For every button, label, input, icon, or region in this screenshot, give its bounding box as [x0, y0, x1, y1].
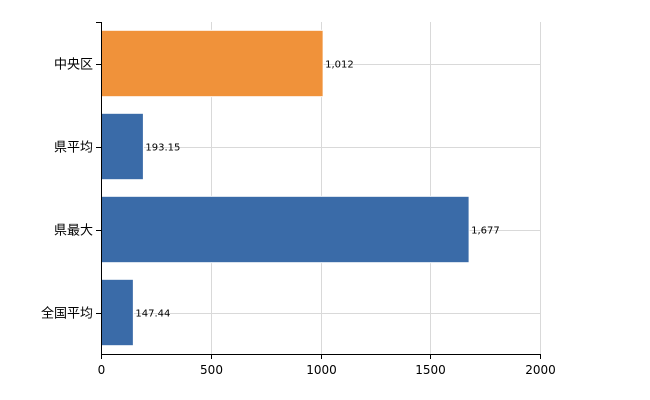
bar [100, 195, 470, 264]
bar [100, 29, 324, 98]
x-tick-label: 2000 [525, 363, 556, 377]
x-tick-label: 1000 [306, 363, 337, 377]
data-label: 193.15 [145, 143, 180, 154]
label-layer: 0 500 1000 1500 2000 中央区 1,012 県平均 193.15 県最大 1,67… [41, 58, 556, 378]
category-label: 県平均 [54, 141, 93, 156]
x-tick-label: 0 [98, 363, 106, 377]
bar-layer [100, 29, 470, 347]
data-label: 1,677 [471, 226, 500, 237]
data-label: 147.44 [135, 309, 170, 320]
bar [100, 112, 144, 181]
bar [100, 278, 134, 347]
x-tick-label: 500 [200, 363, 223, 377]
category-label: 全国平均 [41, 306, 93, 322]
axis-layer [96, 22, 541, 359]
category-label: 県最大 [54, 224, 93, 239]
data-label: 1,012 [325, 60, 354, 71]
x-tick-label: 1500 [415, 363, 446, 377]
category-label: 中央区 [54, 58, 93, 73]
